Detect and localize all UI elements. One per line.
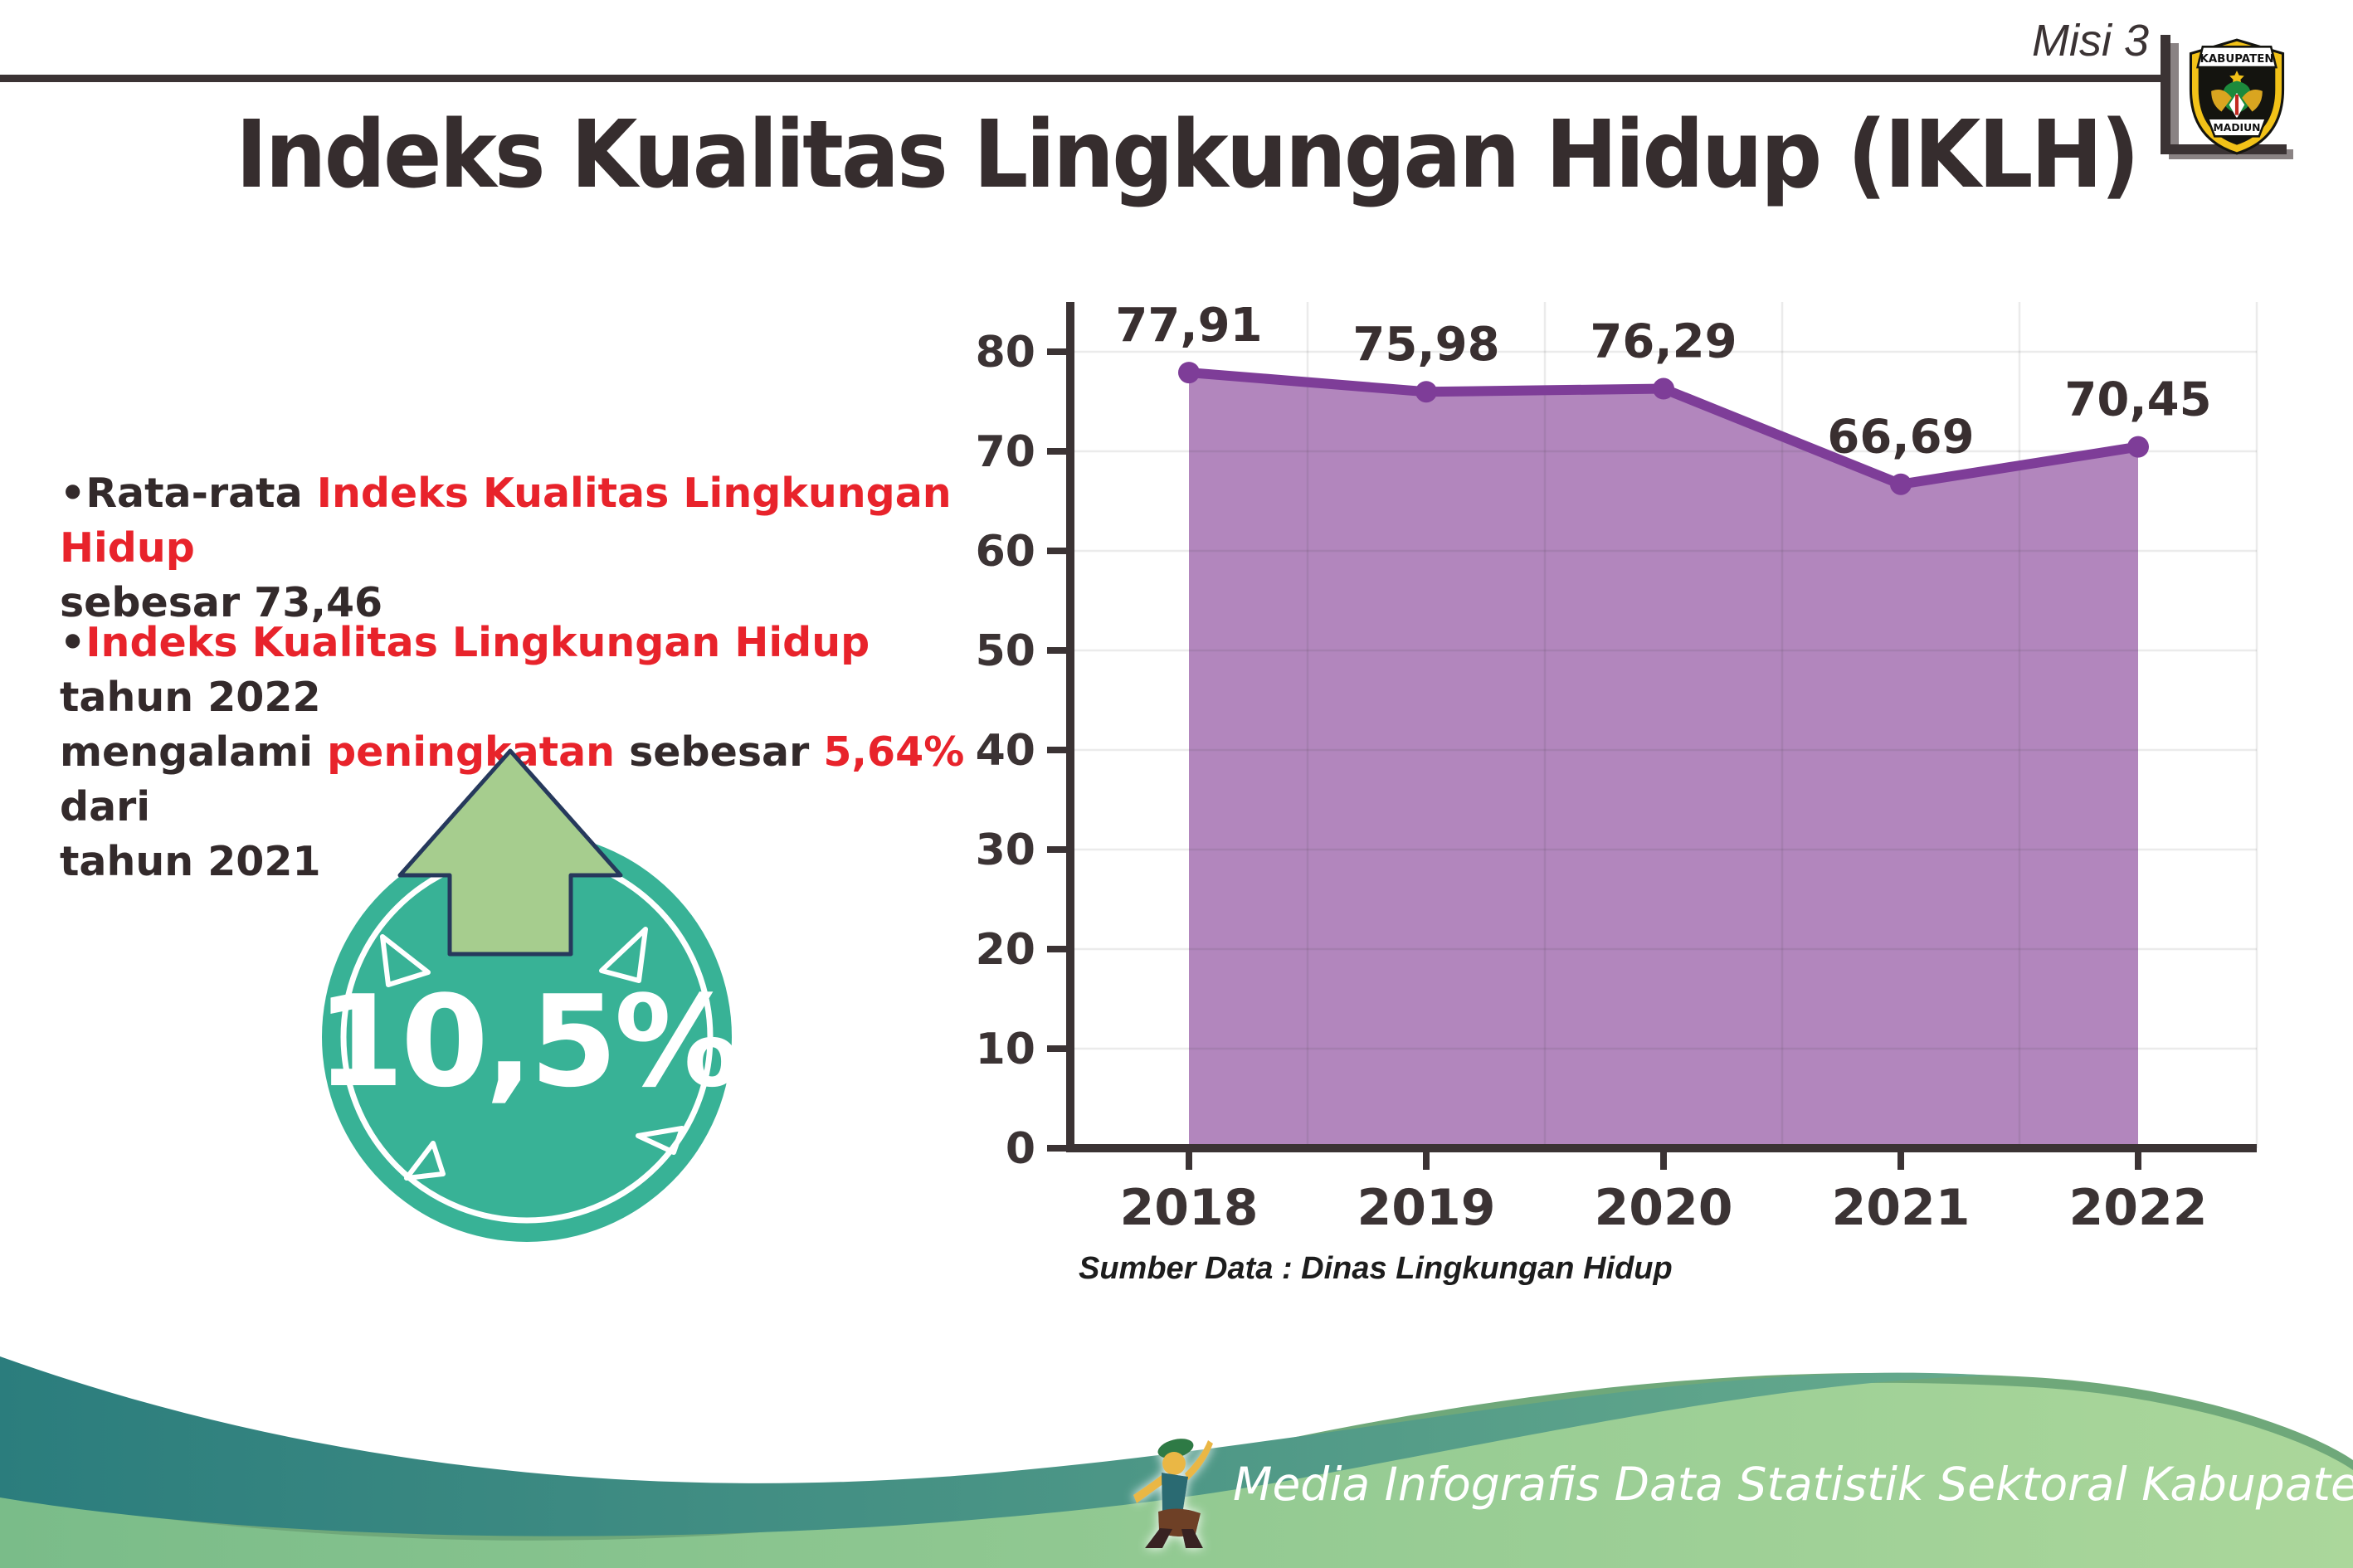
footer-caption: Media Infografis Data Statistik Sektoral…: [1233, 1458, 2353, 1512]
triangle-lower-left: [404, 1141, 446, 1181]
triangle-upper-left: [380, 934, 431, 987]
y-tick-label: 30: [976, 825, 1035, 875]
triangle-upper-right: [599, 927, 648, 983]
data-label: 75,98: [1352, 318, 1499, 372]
x-tick-label: 2020: [1595, 1179, 1733, 1237]
y-tick-label: 40: [976, 726, 1035, 776]
up-arrow-icon: [397, 748, 623, 957]
chart-source-note: Sumber Data : Dinas Lingkungan Hidup: [1079, 1251, 1673, 1286]
data-point: [1178, 362, 1200, 384]
data-label: 66,69: [1827, 411, 1974, 465]
bullet-segment: peningkatan: [327, 728, 616, 776]
increase-badge: 10,5%: [316, 748, 741, 1242]
misi-label: Misi 3: [2031, 16, 2149, 66]
dancer-mascot-icon: [1133, 1439, 1213, 1548]
x-tick-label: 2021: [1832, 1179, 1971, 1237]
header-rule: [0, 75, 2164, 82]
star-icon: [2229, 71, 2244, 85]
y-tick-label: 60: [976, 527, 1035, 577]
frame-vertical: [2161, 35, 2170, 154]
y-tick-label: 70: [976, 427, 1035, 477]
data-label: 76,29: [1590, 315, 1737, 369]
badge-accent-triangles: [380, 927, 684, 1181]
logo-bottom-text: MADIUN: [2214, 122, 2261, 134]
triangle-lower-right: [636, 1126, 684, 1155]
bullet-increase-iklh: •Indeks Kualitas Lingkungan Hidup tahun …: [60, 616, 1014, 889]
x-tick-label: 2019: [1357, 1179, 1496, 1237]
data-point: [1415, 381, 1437, 403]
frame-shadow: [2169, 43, 2179, 159]
bullet-dot: •: [60, 619, 86, 666]
kabupaten-madiun-logo: KABUPATEN MADIUN: [2189, 38, 2285, 155]
bullet-segment: Rata-rata: [85, 470, 317, 517]
bullet-segment: Indeks Kualitas Lingkungan Hidup: [60, 470, 966, 572]
data-label: 77,91: [1115, 299, 1262, 353]
bullet-segment: sebesar: [615, 728, 824, 776]
bullet-segment: Indeks Kualitas Lingkungan Hidup: [85, 619, 870, 666]
area-fill: [1189, 373, 2138, 1148]
bullet-segment: dari tahun 2021: [60, 783, 321, 885]
bullet-segment: tahun 2022 mengalami: [60, 674, 321, 776]
left-wing-icon: [2211, 89, 2232, 112]
right-wing-icon: [2242, 89, 2263, 112]
badge-circle: [322, 832, 732, 1242]
badge-value: 10,5%: [316, 968, 737, 1115]
bottom-banner: [2206, 117, 2268, 138]
footer-wave-banner: Media Infografis Data Statistik Sektoral…: [0, 1356, 2353, 1568]
y-tick-label: 20: [976, 925, 1035, 975]
y-tick-label: 50: [976, 626, 1035, 676]
data-point: [1890, 473, 1912, 495]
y-tick-label: 10: [976, 1025, 1035, 1074]
page-title: Indeks Kualitas Lingkungan Hidup (IKLH): [235, 100, 2140, 209]
bullet-average-iklh: •Rata-rata Indeks Kualitas Lingkungan Hi…: [60, 466, 1014, 631]
y-tick-label: 80: [976, 328, 1035, 377]
bullet-segment: sebesar 73,46: [60, 579, 383, 626]
bullet-dot: •: [60, 470, 86, 517]
x-tick-label: 2018: [1120, 1179, 1259, 1237]
wave-teal: [0, 1356, 1991, 1536]
top-banner: [2196, 46, 2277, 69]
data-label: 70,45: [2064, 373, 2211, 427]
data-point: [2127, 436, 2149, 458]
iklh-area-chart: 0 10 20 30 40 50 60 70 80 2018 2019 2020 2021 2022 77,…: [976, 299, 2258, 1237]
y-tick-label: 0: [1006, 1124, 1035, 1174]
bullet-segment: 5,64%: [823, 728, 965, 776]
data-point: [1653, 377, 1674, 400]
logo-top-text: KABUPATEN: [2200, 53, 2273, 66]
x-tick-label: 2022: [2069, 1179, 2208, 1237]
